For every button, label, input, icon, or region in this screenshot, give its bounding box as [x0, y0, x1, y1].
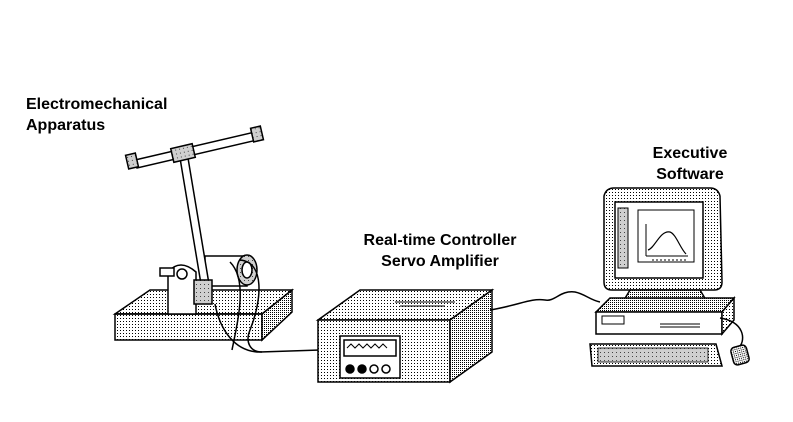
mouse — [730, 344, 750, 366]
controller-side — [449, 288, 493, 384]
controller-label: Real-time Controller Servo Amplifier — [340, 230, 540, 272]
computer-drawing — [589, 187, 750, 367]
controller-box-drawing — [315, 288, 601, 384]
crossbar-end-right — [249, 125, 265, 143]
crossbar — [134, 131, 258, 169]
apparatus-base-side — [261, 288, 293, 342]
software-label-line2: Software — [656, 166, 724, 183]
controller-display — [343, 339, 397, 357]
apparatus-label-line2: Apparatus — [26, 117, 106, 134]
controller-label-line1: Real-time Controller — [363, 232, 517, 249]
knob-2 — [357, 364, 367, 374]
crossbar-hub — [169, 142, 197, 164]
software-label: Executive Software — [620, 143, 760, 185]
knob-3 — [369, 364, 379, 374]
apparatus-label: Electromechanical Apparatus — [26, 94, 167, 136]
apparatus-base-front — [114, 313, 263, 341]
knob-1 — [345, 364, 355, 374]
controller-label-line2: Servo Amplifier — [381, 253, 499, 270]
software-label-line1: Executive — [652, 145, 728, 162]
knob-4 — [381, 364, 391, 374]
apparatus-drawing — [112, 125, 321, 353]
crossbar-end-left — [124, 152, 140, 170]
pivot-block — [193, 279, 213, 305]
system-unit-top — [594, 297, 736, 313]
apparatus-label-line1: Electromechanical — [26, 96, 168, 113]
